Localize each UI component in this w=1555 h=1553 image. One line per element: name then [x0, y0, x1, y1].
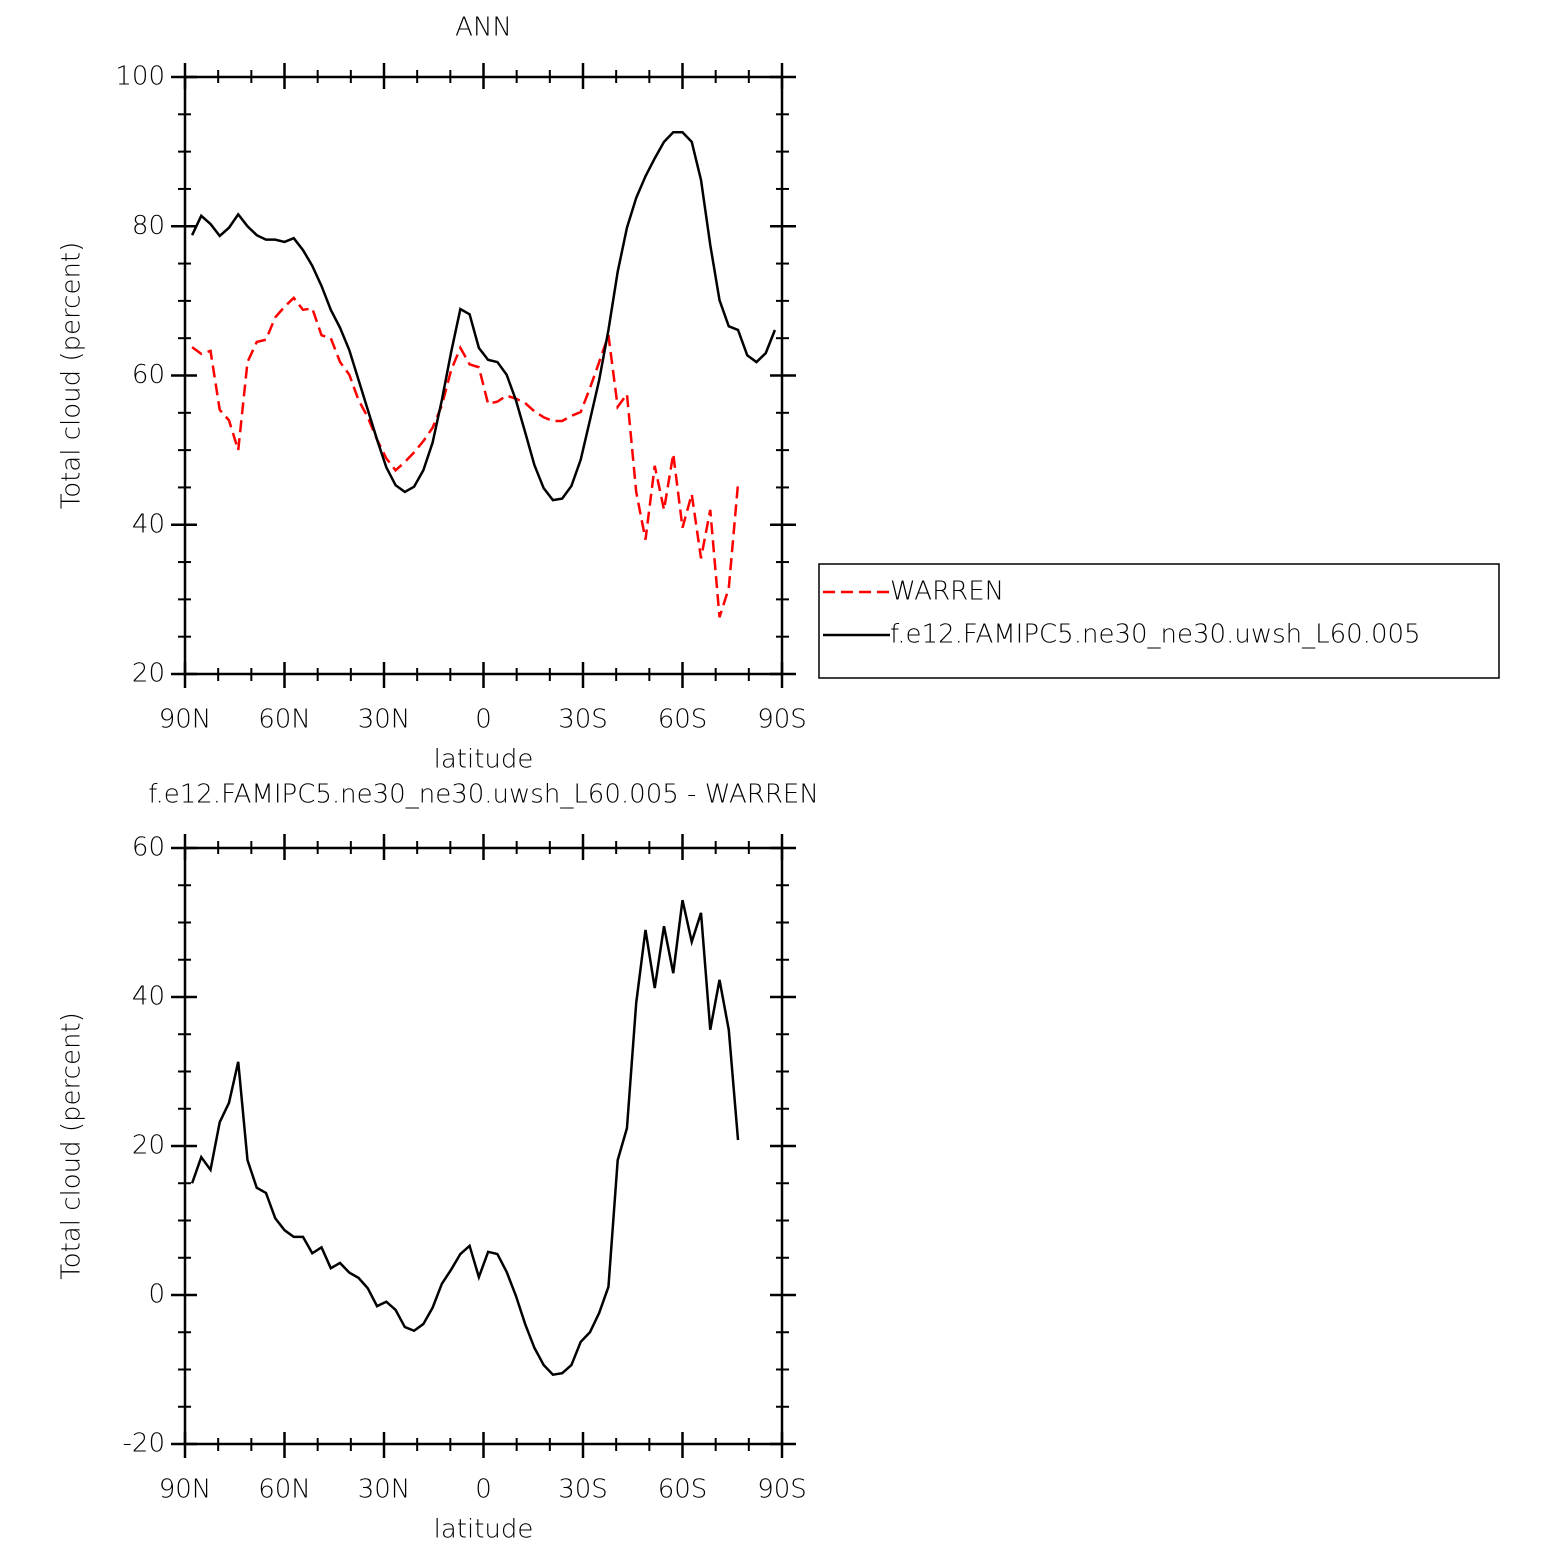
- x-tick-label: 30S: [558, 1475, 608, 1505]
- x-axis-label: latitude: [434, 745, 534, 775]
- x-tick-label: 60S: [658, 1475, 708, 1505]
- legend-box: [818, 563, 1500, 679]
- legend-label: WARREN: [890, 577, 1004, 607]
- x-tick-label: 60N: [258, 705, 311, 735]
- x-axis-label: latitude: [434, 1515, 534, 1545]
- x-tick-label: 90S: [757, 1475, 807, 1505]
- data-line: [190, 899, 740, 1377]
- plot-frame: [183, 846, 784, 1446]
- y-tick-label: 20: [132, 1131, 165, 1161]
- y-tick-label: 60: [132, 833, 165, 863]
- x-tick-label: 0: [475, 705, 492, 735]
- plot-frame: [183, 75, 784, 676]
- chart-title: ANN: [455, 13, 512, 43]
- y-tick-label: 100: [115, 62, 165, 92]
- y-axis-label: Total cloud (percent): [57, 242, 87, 510]
- y-axis-label: Total cloud (percent): [57, 1012, 87, 1280]
- y-tick-label: 40: [132, 982, 165, 1012]
- x-tick-label: 30N: [358, 1475, 411, 1505]
- x-tick-label: 60N: [258, 1475, 311, 1505]
- data-line: [190, 130, 777, 502]
- x-tick-label: 90N: [159, 705, 212, 735]
- x-tick-label: 30N: [358, 705, 411, 735]
- y-tick-label: 20: [132, 659, 165, 689]
- y-tick-label: 0: [148, 1280, 165, 1310]
- legend-label: f.e12.FAMIPC5.ne30_ne30.uwsh_L60.005: [890, 620, 1421, 650]
- data-line: [191, 296, 740, 618]
- y-tick-label: 40: [132, 509, 165, 539]
- x-tick-label: 90S: [757, 705, 807, 735]
- y-tick-label: 60: [132, 360, 165, 390]
- chart-title: f.e12.FAMIPC5.ne30_ne30.uwsh_L60.005 - W…: [148, 780, 819, 810]
- x-tick-label: 90N: [159, 1475, 212, 1505]
- y-tick-label: -20: [123, 1429, 165, 1459]
- x-tick-label: 60S: [658, 705, 708, 735]
- x-tick-label: 0: [475, 1475, 492, 1505]
- y-tick-label: 80: [132, 211, 165, 241]
- x-tick-label: 30S: [558, 705, 608, 735]
